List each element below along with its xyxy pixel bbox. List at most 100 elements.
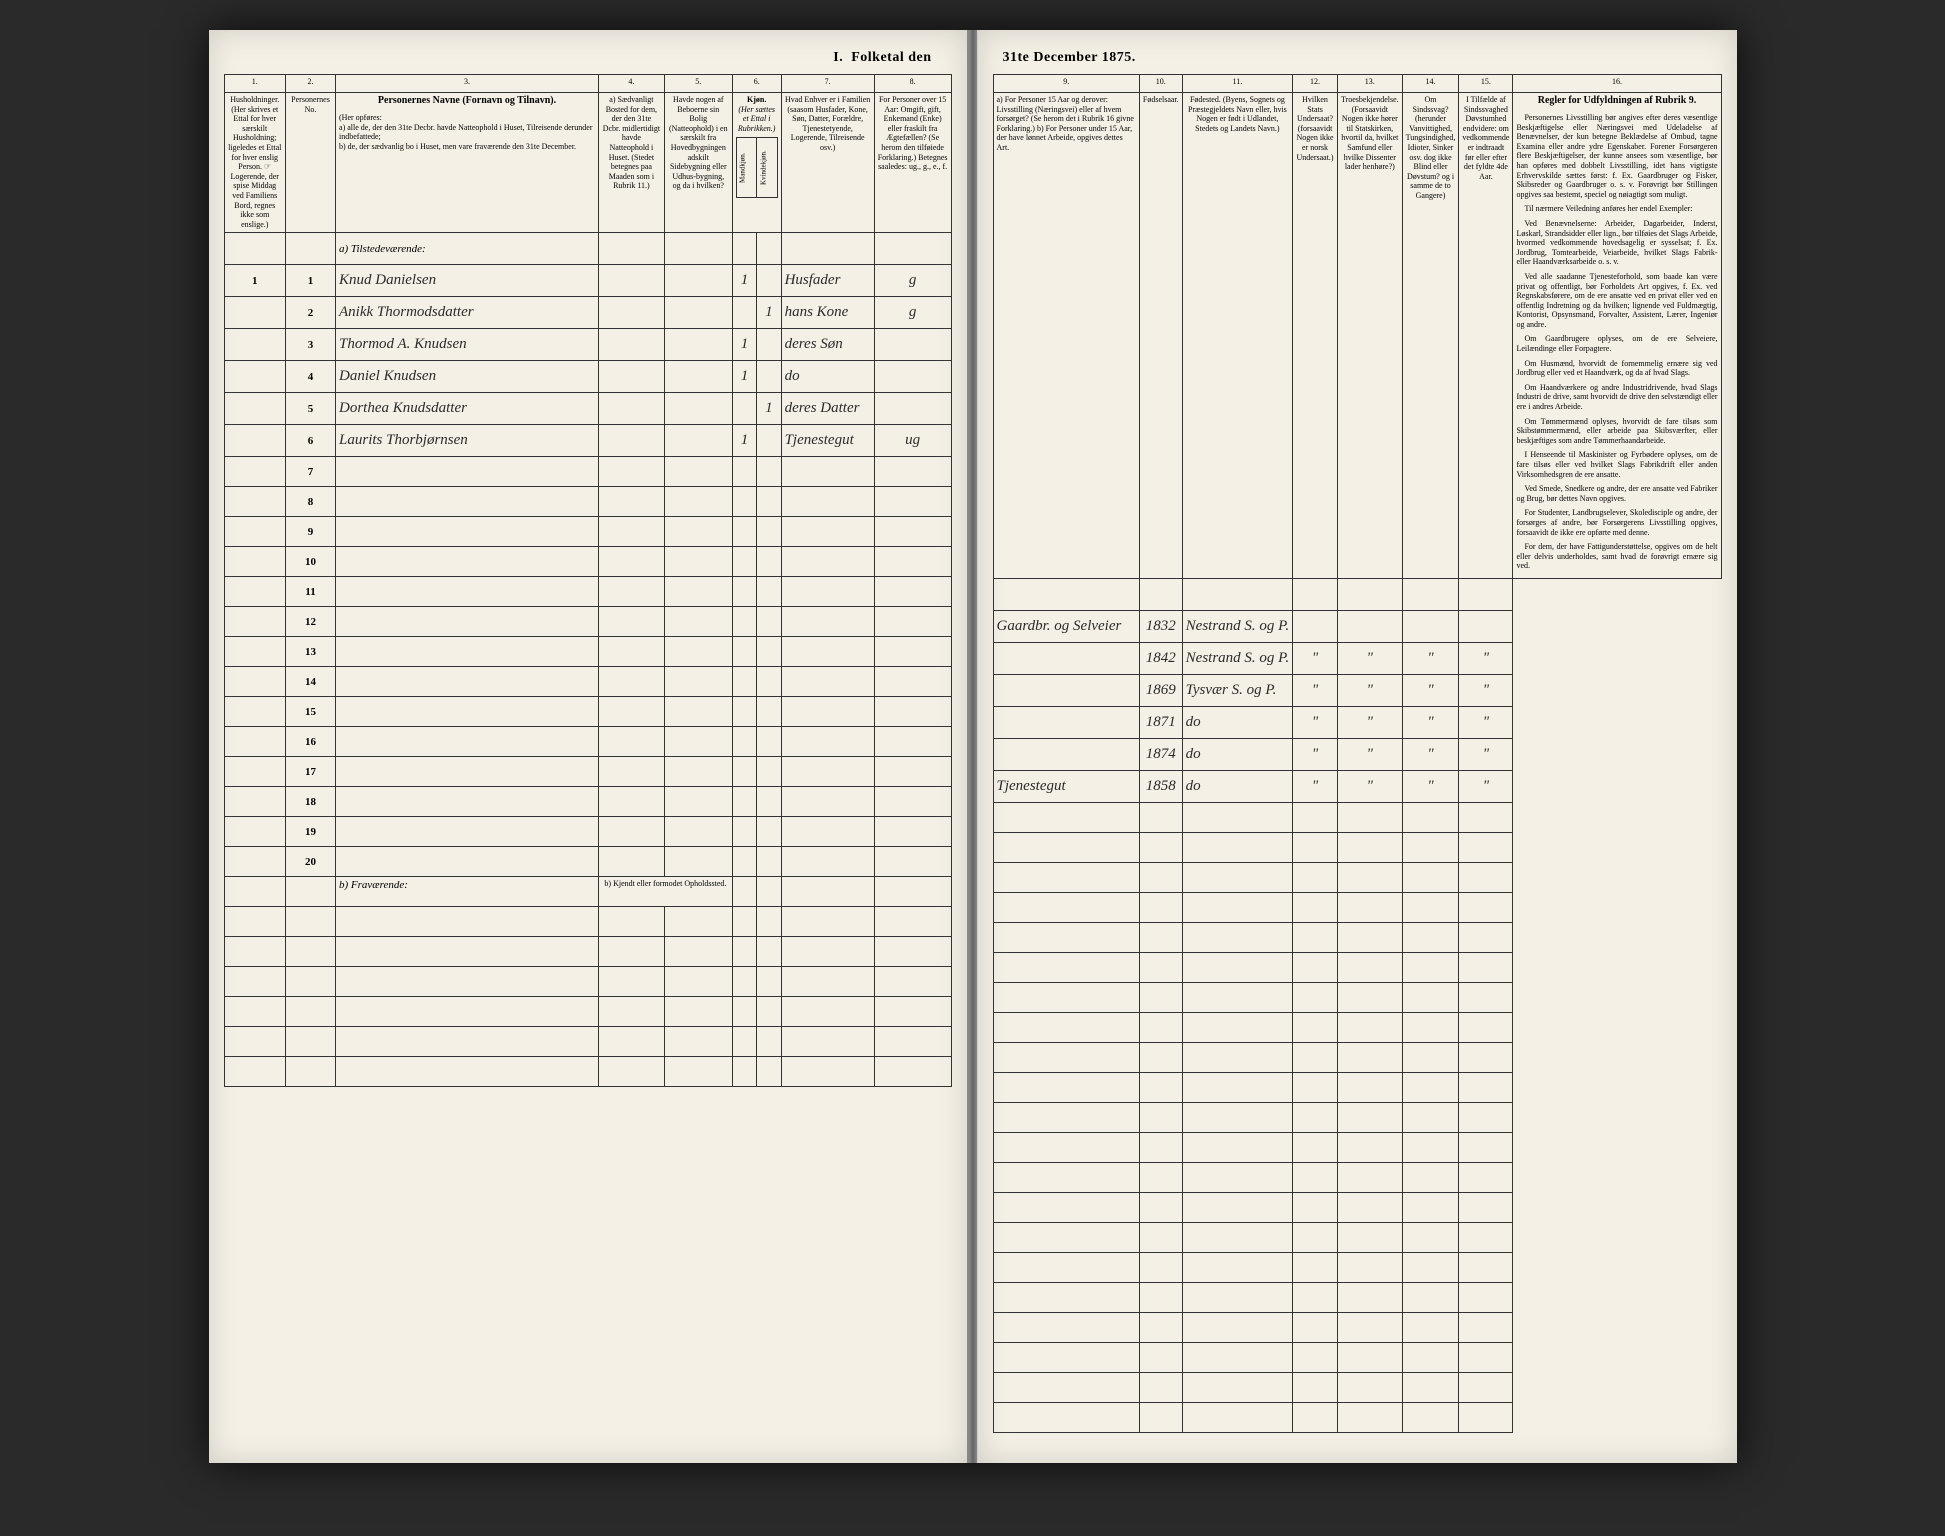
name-cell: Daniel Knudsen: [336, 361, 599, 393]
col-5-header: Havde nogen af Beboerne sin Bolig (Natte…: [664, 93, 732, 233]
c13-cell: [1337, 610, 1402, 642]
col-15-header: I Tilfælde af Sindssvaghed Døvstumhed en…: [1459, 93, 1513, 579]
rules-paragraph: For dem, der have Fattigunderstøttelse, …: [1516, 542, 1717, 571]
c14-cell: ": [1402, 770, 1459, 802]
c14-cell: [1402, 610, 1459, 642]
sex-m-cell: [732, 297, 756, 329]
empty-row: [993, 922, 1721, 952]
marital-cell: g: [874, 297, 951, 329]
col-2-num: 2.: [285, 75, 335, 93]
relation-cell: Tjenestegut: [781, 425, 874, 457]
c12-cell: ": [1293, 674, 1338, 706]
empty-row: 18: [224, 787, 951, 817]
c14-cell: ": [1402, 642, 1459, 674]
c4-cell: [599, 265, 665, 297]
c5-cell: [664, 329, 732, 361]
birthyear-cell: 1842: [1139, 642, 1182, 674]
c12-cell: ": [1293, 642, 1338, 674]
page-title-left: I. Folketal den: [224, 50, 952, 66]
occupation-cell: Tjenestegut: [993, 770, 1139, 802]
table-row: 1874 do " " " ": [993, 738, 1721, 770]
sex-m-cell: [732, 393, 756, 425]
household-cell: [224, 425, 285, 457]
table-row: 1 1 Knud Danielsen 1 Husfader g: [224, 265, 951, 297]
sex-f-cell: [757, 425, 781, 457]
empty-row-b: [224, 907, 951, 937]
col-6-num: 6.: [732, 75, 781, 93]
empty-row: 10: [224, 547, 951, 577]
empty-row-b: [993, 1402, 1721, 1432]
empty-row-b: [993, 1372, 1721, 1402]
col-12-header: Hvilken Stats Undersaat? (forsaavidt Nog…: [1293, 93, 1338, 579]
empty-row: 12: [224, 607, 951, 637]
empty-row: 16: [224, 727, 951, 757]
empty-row: 17: [224, 757, 951, 787]
rules-paragraph: Om Haandværkere og andre Industridrivend…: [1516, 383, 1717, 412]
col-2-header: Personernes No.: [285, 93, 335, 233]
name-cell: Thormod A. Knudsen: [336, 329, 599, 361]
relation-cell: deres Datter: [781, 393, 874, 425]
c15-cell: ": [1459, 674, 1513, 706]
census-book: I. Folketal den 1. 2. 3. 4. 5. 6. 7. 8. …: [209, 30, 1737, 1463]
page-title-right: 31te December 1875.: [993, 50, 1722, 66]
rules-heading: Regler for Udfyldningen af Rubrik 9.: [1516, 95, 1717, 107]
c13-cell: ": [1337, 706, 1402, 738]
col-7-header: Hvad Enhver er i Familien (saasom Husfad…: [781, 93, 874, 233]
right-page: 31te December 1875. 9. 10. 11. 12. 13. 1…: [977, 30, 1737, 1463]
left-page: I. Folketal den 1. 2. 3. 4. 5. 6. 7. 8. …: [209, 30, 969, 1463]
rules-paragraph: Om Gaardbrugere oplyses, om de ere Selve…: [1516, 334, 1717, 353]
sex-m-cell: 1: [732, 265, 756, 297]
sex-m-cell: 1: [732, 425, 756, 457]
name-cell: Anikk Thormodsdatter: [336, 297, 599, 329]
col-1-num: 1.: [224, 75, 285, 93]
c15-cell: ": [1459, 706, 1513, 738]
empty-row-b: [224, 967, 951, 997]
household-cell: [224, 329, 285, 361]
birthplace-cell: Nestrand S. og P.: [1182, 642, 1292, 674]
birthyear-cell: 1858: [1139, 770, 1182, 802]
empty-row: [993, 1042, 1721, 1072]
person-num-cell: 1: [285, 265, 335, 297]
empty-row: [993, 982, 1721, 1012]
c14-cell: ": [1402, 706, 1459, 738]
col-9-num: 9.: [993, 75, 1139, 93]
rules-body: Personernes Livsstilling bør angives eft…: [1516, 113, 1717, 571]
rules-paragraph: For Studenter, Landbrugselever, Skoledis…: [1516, 508, 1717, 537]
col-3-header: Personernes Navne (Fornavn og Tilnavn). …: [336, 93, 599, 233]
relation-cell: do: [781, 361, 874, 393]
table-row: 5 Dorthea Knudsdatter 1 deres Datter: [224, 393, 951, 425]
c5-cell: [664, 297, 732, 329]
table-row: 6 Laurits Thorbjørnsen 1 Tjenestegut ug: [224, 425, 951, 457]
c5-cell: [664, 361, 732, 393]
table-row: 3 Thormod A. Knudsen 1 deres Søn: [224, 329, 951, 361]
c14-cell: ": [1402, 738, 1459, 770]
empty-row: [993, 1162, 1721, 1192]
empty-row-b: [993, 1252, 1721, 1282]
birthplace-cell: do: [1182, 706, 1292, 738]
empty-row-b: [993, 1312, 1721, 1342]
section-b-label: b) Fraværende:: [336, 877, 599, 907]
empty-row: [993, 892, 1721, 922]
col-11-header: Fødested. (Byens, Sognets og Præstegjeld…: [1182, 93, 1292, 579]
rules-paragraph: Om Husmænd, hvorvidt de fornemmelig ernæ…: [1516, 359, 1717, 378]
c5-cell: [664, 425, 732, 457]
c4-cell: [599, 425, 665, 457]
household-cell: 1: [224, 265, 285, 297]
person-num-cell: 6: [285, 425, 335, 457]
name-cell: Knud Danielsen: [336, 265, 599, 297]
empty-row-b: [993, 1282, 1721, 1312]
empty-row: 9: [224, 517, 951, 547]
birthyear-cell: 1869: [1139, 674, 1182, 706]
empty-row-b: [224, 1057, 951, 1087]
sex-f-cell: 1: [757, 297, 781, 329]
table-row: 1842 Nestrand S. og P. " " " ": [993, 642, 1721, 674]
occupation-cell: [993, 642, 1139, 674]
birthplace-cell: Tysvær S. og P.: [1182, 674, 1292, 706]
empty-row: 7: [224, 457, 951, 487]
birthplace-cell: do: [1182, 770, 1292, 802]
c4-cell: [599, 297, 665, 329]
relation-cell: hans Kone: [781, 297, 874, 329]
col-16-num: 16.: [1513, 75, 1721, 93]
empty-row: [993, 802, 1721, 832]
table-row: 1869 Tysvær S. og P. " " " ": [993, 674, 1721, 706]
